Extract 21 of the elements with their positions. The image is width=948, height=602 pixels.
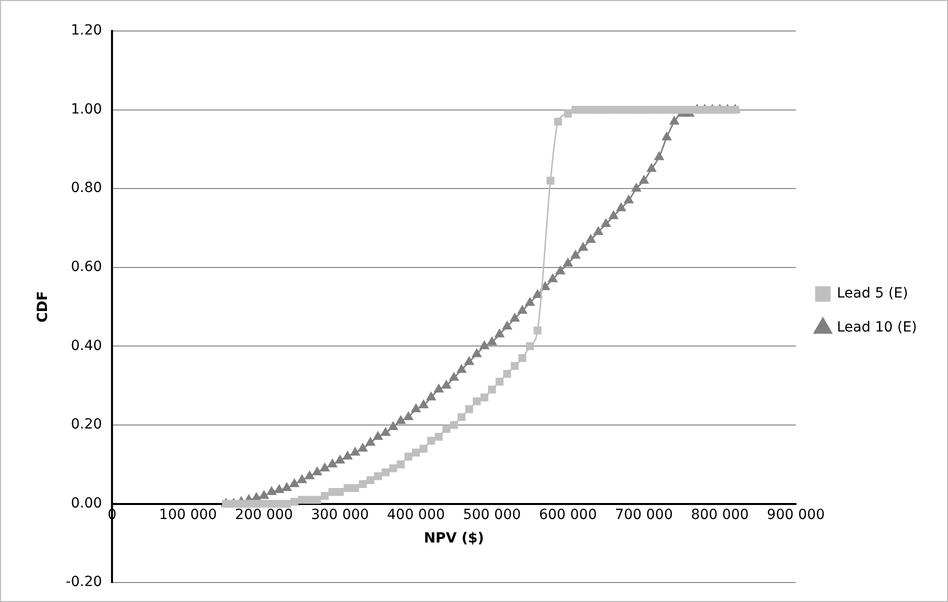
x-tick-label: 100 000 — [159, 506, 217, 523]
x-tick-label: 900 000 — [766, 506, 825, 523]
x-tick-label: 600 000 — [538, 506, 597, 523]
y-tick-label: 1.20 — [70, 22, 102, 39]
x-axis-title: NPV ($) — [424, 530, 484, 547]
x-tick-label: 500 000 — [462, 506, 521, 523]
y-tick-label: 0.00 — [70, 495, 102, 512]
y-tick-label: 0.20 — [70, 416, 102, 433]
y-tick-label: 1.00 — [70, 101, 102, 118]
x-tick-label: 200 000 — [235, 506, 293, 523]
legend-label: Lead 5 (E) — [836, 286, 908, 302]
legend-label: Lead 10 (E) — [836, 320, 918, 336]
y-axis-title: CDF — [35, 291, 52, 323]
x-tick-label: 400 000 — [387, 506, 445, 523]
x-tick-label: 800 000 — [690, 506, 749, 523]
y-tick-label: 0.60 — [70, 259, 102, 276]
y-tick-label: 0.80 — [70, 180, 102, 196]
x-tick-label: 700 000 — [614, 506, 673, 523]
x-tick-label: 300 000 — [311, 506, 369, 523]
y-tick-label: -0.20 — [66, 574, 102, 590]
y-tick-label: 0.40 — [70, 338, 102, 354]
